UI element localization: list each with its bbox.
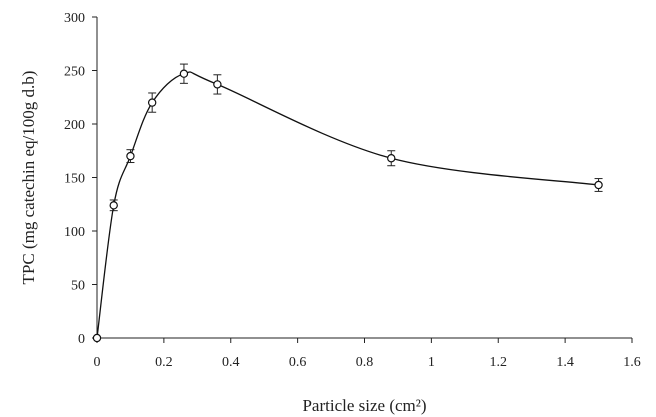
y-tick-label: 50: [71, 279, 85, 294]
y-axis-ticks: 0 50 100 150 200 250 300: [64, 11, 97, 347]
x-axis-ticks: 0 0.2 0.4 0.6 0.8 1 1.2 1.4 1.6: [94, 338, 641, 370]
fit-curve: [96, 71, 599, 339]
x-tick-label: 1.2: [490, 355, 508, 370]
data-point: [109, 201, 118, 210]
x-tick-label: 0: [94, 355, 101, 370]
data-point: [126, 151, 135, 161]
data-point: [179, 69, 189, 78]
plot-area: 0 50 100 150 200 250 300 0 0.2 0.4 0.6 0.8 1 1.2 1.4 1…: [64, 11, 641, 370]
data-point: [213, 80, 222, 89]
y-tick-label: 300: [64, 11, 85, 26]
y-axis-title: TPC (mg catechin eq/100g d.b): [19, 71, 38, 285]
y-tick-label: 0: [78, 332, 85, 347]
x-tick-label: 0.2: [155, 355, 173, 370]
y-tick-label: 250: [64, 65, 85, 80]
x-tick-label: 1.6: [623, 355, 641, 370]
data-point: [387, 154, 396, 163]
x-tick-label: 1.4: [556, 355, 574, 370]
y-tick-label: 200: [64, 118, 85, 133]
x-tick-label: 1: [428, 355, 435, 370]
y-tick-label: 150: [64, 172, 85, 187]
data-point: [92, 333, 102, 343]
x-axis-title: Particle size (cm²): [302, 396, 426, 415]
x-tick-label: 0.6: [289, 355, 307, 370]
error-bars: [109, 63, 603, 212]
data-point: [594, 180, 603, 190]
y-tick-label: 100: [64, 225, 85, 240]
x-tick-label: 0.4: [222, 355, 240, 370]
data-points: [92, 69, 603, 343]
x-tick-label: 0.8: [356, 355, 374, 370]
data-point: [147, 98, 157, 107]
